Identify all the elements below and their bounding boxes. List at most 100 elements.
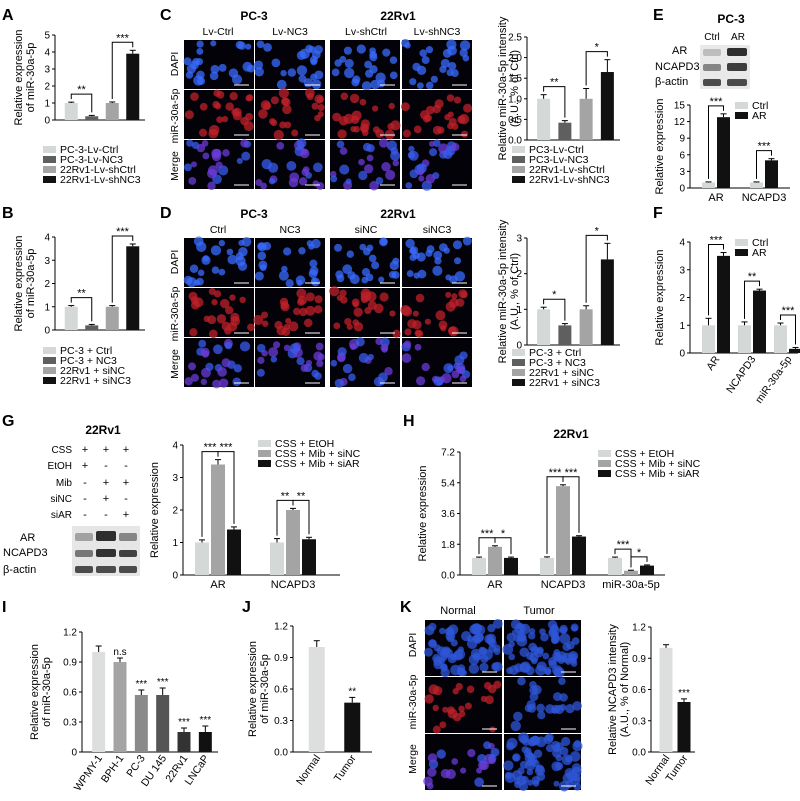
cell-nucleus — [267, 162, 279, 173]
cell-nucleus — [466, 685, 475, 694]
chart-a: 0 1 2 3 4 5 Relative expression of miR-30a-5p **… — [13, 30, 145, 186]
legend-swatch — [512, 146, 525, 153]
cell-nucleus — [256, 40, 265, 49]
legend-swatch — [512, 349, 525, 356]
cell-nucleus — [413, 272, 420, 279]
cell-nucleus — [434, 257, 442, 265]
y-axis-label: (A.U., % of Normal) — [619, 642, 631, 737]
cell-nucleus — [254, 67, 264, 77]
cell-nucleus — [229, 92, 238, 101]
panel-label-b: B — [2, 205, 14, 222]
y-axis-label: (A.U., % of Ctrl) — [509, 253, 521, 330]
cell-nucleus — [529, 628, 536, 635]
significance-label: *** — [678, 688, 690, 699]
cell-nucleus — [245, 112, 254, 121]
cell-nucleus — [190, 161, 198, 168]
cell-nucleus — [430, 75, 438, 83]
cell-nucleus — [364, 307, 372, 315]
cell-nucleus — [441, 373, 452, 384]
micrograph-tile — [401, 338, 472, 387]
y-tick-label: 0.9 — [63, 658, 77, 669]
cell-nucleus — [199, 102, 208, 111]
cell-nucleus — [421, 362, 430, 372]
y-tick-label: 5.4 — [441, 478, 455, 489]
cell-nucleus — [408, 145, 415, 153]
cell-nucleus — [283, 247, 292, 256]
bar — [640, 565, 654, 575]
cell-nucleus — [332, 112, 342, 122]
figure-text-layer: A B C D E F G H I J K PC-3 22Rv1 Lv-Ctrl… — [2, 7, 745, 774]
cell-nucleus — [335, 270, 344, 279]
y-tick-label: 7.2 — [441, 448, 455, 459]
chart-d: 0 1 2 3 Relative miR-30a-5p intensity (A.U., … — [497, 219, 620, 389]
cell-nucleus — [519, 735, 529, 744]
cell-nucleus — [462, 236, 472, 246]
cell-nucleus — [257, 251, 267, 261]
legend-label: CSS + Mib + siAR — [615, 468, 700, 480]
cell-nucleus — [255, 179, 263, 187]
y-tick-label: 0 — [679, 349, 685, 360]
cell-nucleus — [202, 152, 210, 160]
cell-nucleus — [380, 343, 389, 352]
bar — [113, 662, 127, 752]
cell-nucleus — [487, 623, 496, 633]
legend-swatch — [512, 166, 525, 173]
cell-nucleus — [552, 748, 562, 758]
y-tick-label: 2 — [44, 279, 50, 290]
legend-label: PC3-Lv-NC3 — [529, 154, 589, 166]
bar — [600, 259, 614, 345]
treatment-sign: + — [123, 477, 129, 489]
cell-nucleus — [373, 303, 384, 314]
cell-nucleus — [424, 625, 435, 636]
significance-label: *** — [565, 467, 579, 479]
cell-nucleus — [400, 304, 411, 316]
cell-nucleus — [224, 341, 233, 350]
cell-nucleus — [298, 307, 308, 317]
legend-swatch — [512, 176, 525, 183]
y-tick-label: 0 — [44, 326, 50, 337]
micrograph-tile — [183, 236, 254, 288]
cell-nucleus — [334, 243, 342, 252]
d-col-sinc: siNC — [355, 224, 378, 236]
cell-nucleus — [417, 269, 427, 279]
cell-nucleus — [241, 151, 251, 161]
y-axis-label: Relative NCAPD3 intensity — [607, 624, 619, 755]
western-blot-layer — [72, 45, 750, 576]
cell-nucleus — [454, 271, 466, 282]
cell-nucleus — [222, 149, 230, 157]
cell-nucleus — [296, 65, 308, 76]
cell-nucleus — [263, 43, 272, 52]
cell-nucleus — [543, 666, 552, 675]
cell-nucleus — [512, 770, 523, 780]
bar — [558, 122, 572, 140]
cell-nucleus — [239, 341, 251, 352]
cell-nucleus — [227, 254, 238, 265]
cell-nucleus — [258, 109, 268, 119]
cell-nucleus — [289, 343, 301, 354]
cell-nucleus — [488, 639, 497, 648]
bar — [765, 160, 778, 188]
cell-nucleus — [514, 781, 522, 789]
bar — [702, 182, 715, 188]
cell-nucleus — [280, 69, 287, 77]
bar — [64, 306, 78, 330]
c-cell-line-22rv1: 22Rv1 — [380, 9, 416, 23]
y-tick-label: 0 — [516, 341, 522, 352]
bar — [308, 647, 325, 752]
cell-nucleus — [427, 767, 437, 777]
cell-nucleus — [536, 703, 545, 713]
cell-nucleus — [432, 265, 443, 276]
bar — [556, 486, 570, 575]
y-axis-label: Relative miR-30a-5p intensity — [497, 16, 509, 160]
y-tick-label: 1 — [172, 538, 178, 549]
cell-nucleus — [421, 56, 430, 65]
g-cell-line: 22Rv1 — [85, 423, 121, 437]
cell-nucleus — [401, 353, 412, 363]
significance-label: *** — [710, 235, 724, 247]
k-row-merge: Merge — [407, 744, 419, 774]
y-tick-label: 3 — [172, 473, 178, 484]
cell-nucleus — [539, 628, 546, 635]
cell-nucleus — [256, 368, 265, 377]
bar — [105, 306, 119, 330]
